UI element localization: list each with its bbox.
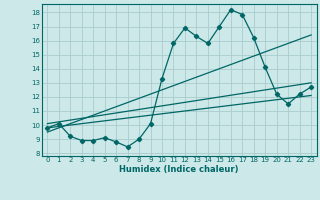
X-axis label: Humidex (Indice chaleur): Humidex (Indice chaleur) — [119, 165, 239, 174]
